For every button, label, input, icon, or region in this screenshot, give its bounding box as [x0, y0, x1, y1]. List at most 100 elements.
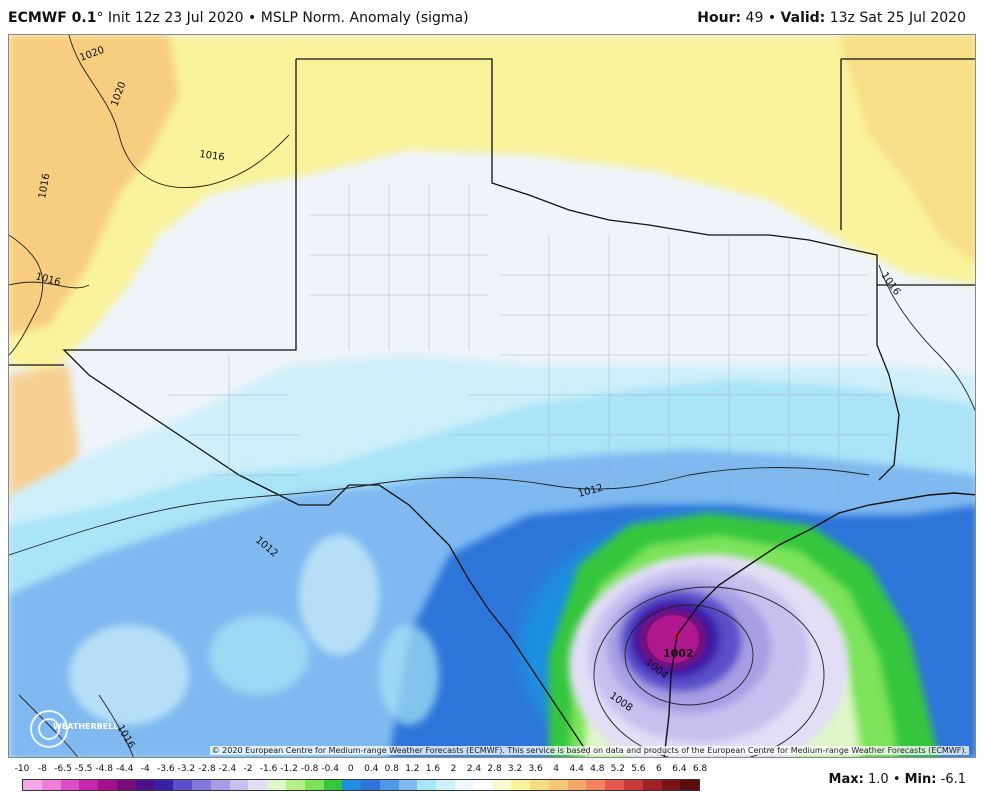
legend-labels: -10 -8 -6.5 -5.5 -4.8 -4.4 -4 -3.6 -3.2 -2.8 -2.4-…	[0, 764, 984, 778]
legend-tick-label: 5.6	[631, 764, 646, 774]
legend-tick-label: 3.6	[528, 764, 543, 774]
legend-tick-label: 0.8	[384, 764, 399, 774]
min-value: -6.1	[940, 772, 966, 787]
legend-swatch	[454, 780, 474, 790]
legend-swatch	[154, 780, 174, 790]
valid-value: 13z Sat 25 Jul 2020	[829, 10, 966, 26]
hour-label: Hour:	[697, 10, 742, 26]
positive-anomaly-ne	[839, 35, 975, 264]
logo-text: WEATHERBELL	[53, 722, 118, 731]
legend-tick-label: 6.4	[672, 764, 687, 774]
legend-swatch	[586, 780, 606, 790]
legend-swatch	[41, 780, 61, 790]
legend-tick-label: -4.4	[115, 764, 134, 774]
map-title: ECMWF 0.1° Init 12z 23 Jul 2020 • MSLP N…	[8, 10, 469, 26]
legend-swatch	[210, 780, 230, 790]
legend-swatch	[548, 780, 568, 790]
legend-tick-label: -1.6	[259, 764, 278, 774]
legend-swatch	[192, 780, 211, 790]
legend-swatch	[492, 780, 512, 790]
legend-tick-label: 4.8	[590, 764, 605, 774]
legend-tick-label: -10	[14, 764, 30, 774]
legend-swatch	[680, 780, 700, 790]
maxmin-separator: •	[892, 772, 901, 787]
legend-swatch	[135, 780, 155, 790]
legend-swatch	[342, 780, 362, 790]
legend-swatch	[605, 780, 624, 790]
state-borders	[9, 58, 975, 756]
positive-anomaly-west	[9, 35, 179, 335]
legend-swatch	[23, 780, 42, 790]
legend-tick-label: 1.2	[405, 764, 420, 774]
legend-color-bar	[22, 779, 700, 791]
legend-swatch	[229, 780, 249, 790]
legend-tick-label: 3.2	[507, 764, 523, 774]
legend-tick-label: 6.8	[692, 764, 708, 774]
legend-swatch	[248, 780, 268, 790]
county-lines	[169, 185, 889, 505]
legend-swatch	[436, 780, 455, 790]
degree-symbol: °	[96, 10, 104, 26]
isobar-label: 1016	[199, 149, 226, 163]
legend-swatch	[323, 780, 343, 790]
legend-tick-label: 4	[553, 764, 560, 774]
hour-value: 49	[745, 10, 764, 26]
legend-swatch	[473, 780, 493, 790]
legend-swatch	[511, 780, 531, 790]
legend-tick-label: 0.4	[364, 764, 379, 774]
legend-tick-label: -2.4	[218, 764, 237, 774]
legend-swatch	[116, 780, 136, 790]
legend-tick-label: -0.8	[300, 764, 319, 774]
legend-tick-label: -0.4	[321, 764, 339, 774]
legend-swatch	[398, 780, 418, 790]
legend-tick-label: 4.4	[569, 764, 584, 774]
legend-tick-label: -2.8	[198, 764, 216, 774]
legend-tick-label: -4.8	[95, 764, 113, 774]
legend-tick-label: -2	[243, 764, 253, 774]
legend-swatch	[285, 780, 305, 790]
legend-tick-label: 0	[347, 764, 354, 774]
legend-tick-label: 2	[450, 764, 457, 774]
isobar-lines	[9, 35, 975, 757]
isobar-label: 1016	[37, 173, 52, 200]
legend-swatch	[530, 780, 549, 790]
coastline	[663, 492, 975, 757]
legend-tick-label: 6	[656, 764, 662, 774]
legend-tick-label: 5.2	[610, 764, 625, 774]
positive-anomaly-region	[9, 35, 975, 375]
legend-swatch	[661, 780, 681, 790]
legend-tick-label: -1.2	[280, 764, 298, 774]
max-min-readout: Max: 1.0 • Min: -6.1	[829, 772, 966, 787]
mottled-patches	[69, 535, 439, 725]
legend-tick-label: -3.2	[177, 764, 196, 774]
header-bar: ECMWF 0.1° Init 12z 23 Jul 2020 • MSLP N…	[0, 0, 984, 34]
init-time: Init 12z 23 Jul 2020	[107, 10, 244, 26]
legend-tick-label: -3.6	[157, 764, 175, 774]
legend-swatch	[60, 780, 80, 790]
legend-swatch	[642, 780, 662, 790]
legend-swatch	[361, 780, 380, 790]
legend-tick-label: 1.6	[425, 764, 441, 774]
legend-swatch	[567, 780, 587, 790]
low-center-label: 1002	[663, 647, 694, 660]
legend-tick-label: -4	[140, 764, 150, 774]
copyright-notice: © 2020 European Centre for Medium-range …	[209, 746, 969, 755]
legend-tick-label: 2.4	[466, 764, 482, 774]
legend-swatch	[267, 780, 286, 790]
max-label: Max:	[828, 772, 864, 787]
model-name: ECMWF 0.1	[8, 10, 97, 26]
legend-tick-label: -8	[38, 764, 48, 774]
legend-swatch	[98, 780, 117, 790]
title-separator: •	[248, 10, 257, 26]
legend-swatch	[379, 780, 399, 790]
product-name: MSLP Norm. Anomaly (sigma)	[260, 10, 469, 26]
time-separator: •	[767, 10, 777, 26]
forecast-map[interactable]: 1020 1020 1016 1016 1016 1016 1012 1012 …	[8, 34, 976, 758]
legend-tick-label: -5.5	[74, 764, 93, 774]
legend-swatch	[173, 780, 193, 790]
valid-label: Valid:	[780, 10, 826, 26]
legend-tick-label: 2.8	[487, 764, 502, 774]
legend-swatch	[417, 780, 437, 790]
legend-swatch	[79, 780, 99, 790]
legend-tick-label: -6.5	[54, 764, 72, 774]
